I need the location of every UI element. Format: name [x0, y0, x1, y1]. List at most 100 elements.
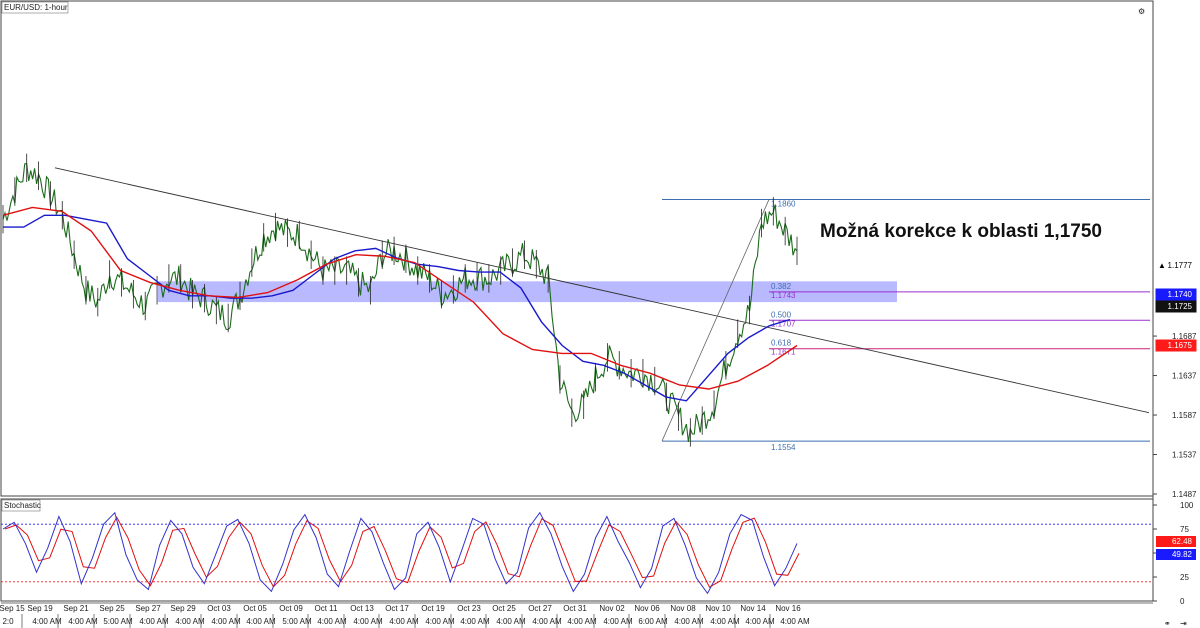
moving-averages: [2, 206, 798, 402]
ma-red-line: [2, 206, 798, 390]
link-icon[interactable]: ⚭: [1164, 619, 1171, 628]
fib-low-label: 1.1554: [771, 443, 796, 452]
stochastic-title: Stochastic: [4, 501, 41, 510]
time-label: 6:00 AM: [638, 617, 668, 626]
fib-price-label: 1.1707: [771, 319, 796, 328]
time-label: 4:00 AM: [353, 617, 383, 626]
stoch-tick-label: 0: [1180, 597, 1185, 606]
fib-anchor-line: [661, 199, 770, 442]
time-label: 5:00 AM: [103, 617, 133, 626]
time-label: 4:00 AM: [425, 617, 455, 626]
stochastic-series: [1, 511, 1153, 595]
price-tag-label: 1.1675: [1168, 341, 1193, 350]
fib-high-label: 1.1860: [771, 199, 796, 208]
time-label: 4:00 AM: [246, 617, 276, 626]
date-label: Nov 06: [634, 604, 660, 613]
time-label: 4:00 AM: [211, 617, 241, 626]
price-tag-label: 1.1740: [1168, 290, 1193, 299]
time-label: 4:00 AM: [710, 617, 740, 626]
time-label: 4:00 AM: [317, 617, 347, 626]
fib-price-label: 1.1671: [771, 348, 796, 357]
annotation-text: Možná korekce k oblasti 1,1750: [820, 221, 1102, 242]
time-label: 4:00 AM: [68, 617, 98, 626]
chart-title: EUR/USD: 1-hour: [4, 3, 68, 12]
price-tick-label: 1.1537: [1172, 451, 1197, 460]
price-tick-label: 1.1587: [1172, 411, 1197, 420]
date-label: Nov 02: [599, 604, 625, 613]
price-tags: ▲ 1.1777 1.1740 1.1725 1.1675 62.48 49.82: [1155, 259, 1197, 560]
date-label: Oct 09: [279, 604, 303, 613]
stoch-tick-label: 75: [1180, 525, 1189, 534]
price-tag-label: 1.1777: [1168, 261, 1193, 270]
ma-blue-line: [3, 214, 791, 402]
date-label: Oct 31: [563, 604, 587, 613]
date-label: Oct 19: [421, 604, 445, 613]
date-label: Sep 15: [0, 604, 25, 613]
fib-ratio-label: 0.382: [771, 282, 792, 291]
date-label: Oct 23: [457, 604, 481, 613]
date-label: Sep 29: [170, 604, 196, 613]
time-label: 4:00 AM: [603, 617, 633, 626]
time-label: 4:00 AM: [175, 617, 205, 626]
date-label: Sep 21: [63, 604, 89, 613]
stochastic-title-box: [1, 499, 41, 512]
price-line: [2, 162, 798, 442]
price-tag-arrow-icon: ▲: [1158, 261, 1166, 270]
stoch-tag: [1156, 536, 1196, 547]
stoch-k-line: [2, 511, 798, 595]
time-label: 4:00 AM: [745, 617, 775, 626]
time-label: 4:00 AM: [460, 617, 490, 626]
settings-icon[interactable]: ⚙: [1138, 7, 1145, 16]
date-label: Nov 14: [740, 604, 766, 613]
date-label: Nov 10: [705, 604, 731, 613]
time-label: 4:00 AM: [567, 617, 597, 626]
price-tag: [1155, 288, 1197, 301]
stoch-tag-label: 49.82: [1172, 550, 1193, 559]
fib-ratio-label: 0.618: [771, 339, 792, 348]
date-axis: Sep 15 Sep 19 Sep 21 Sep 25 Sep 27 Sep 29 Oct …: [0, 602, 1153, 628]
price-tag: [1155, 259, 1197, 272]
stoch-tag-label: 62.48: [1172, 537, 1193, 546]
price-tag: [1155, 339, 1197, 352]
time-label: 4:00 AM: [674, 617, 704, 626]
time-label: 5:00 AM: [282, 617, 312, 626]
date-label: Oct 11: [315, 604, 339, 613]
trendlines: [54, 167, 1150, 442]
stoch-tick-label: 25: [1180, 573, 1189, 582]
stoch-tick-label: 100: [1180, 501, 1194, 510]
date-label: Sep 25: [99, 604, 125, 613]
fib-ratio-label: 0.500: [771, 310, 792, 319]
price-series: [2, 153, 798, 447]
date-label: Sep 19: [27, 604, 53, 613]
time-label: 4:00 AM: [532, 617, 562, 626]
fib-price-label: 1.1743: [771, 291, 796, 300]
date-label: Oct 13: [350, 604, 374, 613]
date-label: Oct 27: [528, 604, 552, 613]
date-label: Nov 16: [775, 604, 801, 613]
time-label: 4:00 AM: [389, 617, 419, 626]
time-label: 4:00 AM: [139, 617, 169, 626]
time-label: 4:00 AM: [32, 617, 62, 626]
stoch-d-line: [4, 516, 800, 588]
date-label: Sep 27: [135, 604, 161, 613]
time-label: 2:0: [2, 617, 14, 626]
time-label: 4:00 AM: [780, 617, 810, 626]
date-label: Oct 03: [207, 604, 231, 613]
date-label: Nov 08: [670, 604, 696, 613]
price-tick-label: 1.1687: [1172, 332, 1197, 341]
price-tick-label: 1.1637: [1172, 372, 1197, 381]
stoch-tag: [1156, 549, 1196, 560]
resistance-trendline: [54, 167, 1150, 414]
price-tag: [1155, 300, 1197, 313]
chart-title-box: [1, 1, 69, 14]
price-tick-label: 1.1487: [1172, 490, 1197, 499]
support-zone: [158, 281, 897, 303]
date-label: Oct 05: [243, 604, 267, 613]
date-label: Oct 17: [385, 604, 409, 613]
price-tag-label: 1.1725: [1168, 302, 1193, 311]
arrow-icon[interactable]: ⇥: [1180, 619, 1187, 628]
